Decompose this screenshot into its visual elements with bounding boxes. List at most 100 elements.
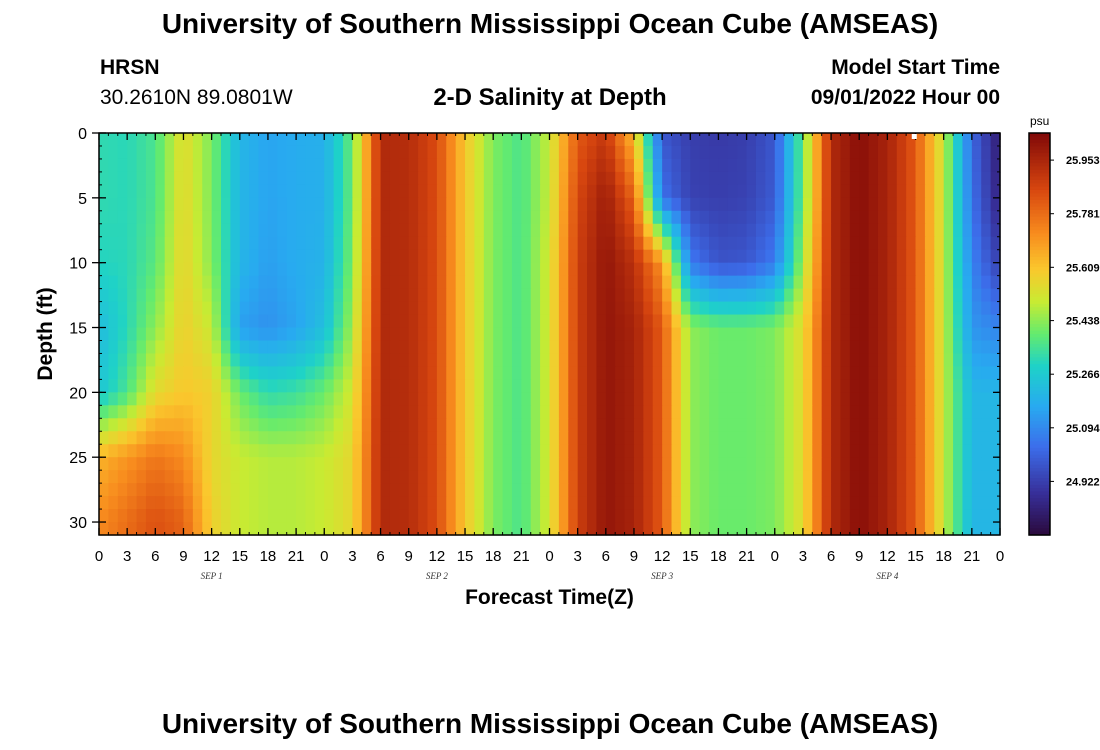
heatmap-cell [587,353,598,368]
heatmap-cell [249,353,260,368]
heatmap-cell [267,236,278,251]
heatmap-cell [934,327,945,342]
heatmap-cell [605,470,616,484]
heatmap-cell [174,405,185,419]
heatmap-cell [990,509,1001,523]
heatmap-cell [418,145,429,160]
heatmap-cell [643,379,654,393]
heatmap-cell [755,496,766,510]
heatmap-cell [230,133,241,147]
heatmap-cell [202,353,213,368]
heatmap-cell [605,158,616,173]
heatmap-cell [155,340,166,355]
heatmap-cell [981,405,992,419]
heatmap-cell [924,444,935,458]
heatmap-cell [605,483,616,497]
heatmap-cell [446,379,457,393]
heatmap-cell [380,158,391,173]
heatmap-cell [802,327,813,342]
heatmap-cell [577,249,588,264]
heatmap-cell [511,366,522,380]
heatmap-cell [849,171,860,186]
heatmap-cell [249,418,260,432]
heatmap-cell [202,197,213,212]
heatmap-cell [183,457,194,471]
heatmap-cell [727,197,738,212]
heatmap-cell [568,457,579,471]
heatmap-cell [249,133,260,147]
heatmap-cell [380,262,391,277]
heatmap-cell [117,158,128,173]
colorbar-segment [1029,243,1050,248]
heatmap-cell [849,133,860,147]
heatmap-cell [277,392,288,406]
heatmap-cell [211,275,222,290]
heatmap-cell [624,522,635,536]
heatmap-cell [230,314,241,329]
colorbar-segment [1029,253,1050,258]
heatmap-cell [155,262,166,277]
heatmap-cell [408,353,419,368]
heatmap-cell [145,223,156,238]
heatmap-cell [577,158,588,173]
heatmap-cell [314,353,325,368]
heatmap-cell [924,262,935,277]
heatmap-cell [192,405,203,419]
heatmap-cell [624,249,635,264]
colorbar-segment [1029,149,1050,154]
heatmap-cell [511,457,522,471]
heatmap-cell [887,470,898,484]
heatmap-cell [596,249,607,264]
heatmap-cell [671,522,682,536]
heatmap-cell [709,288,720,303]
heatmap-cell [333,522,344,536]
heatmap-cell [737,405,748,419]
heatmap-cell [436,431,447,445]
heatmap-cell [793,275,804,290]
heatmap-cell [521,184,532,199]
heatmap-cell [915,522,926,536]
heatmap-cell [239,171,250,186]
heatmap-cell [483,379,494,393]
heatmap-cell [108,275,119,290]
heatmap-cell [258,405,269,419]
heatmap-cell [596,314,607,329]
heatmap-cell [896,418,907,432]
heatmap-cell [267,379,278,393]
heatmap-cell [267,184,278,199]
colorbar-segment [1029,293,1050,298]
heatmap-cell [465,431,476,445]
heatmap-cell [699,340,710,355]
heatmap-cell [953,210,964,225]
colorbar-segment [1029,518,1050,523]
heatmap-cell [615,379,626,393]
heatmap-cell [831,275,842,290]
colorbar-frame [1028,132,1051,536]
heatmap-cell [361,522,372,536]
heatmap-cell [690,314,701,329]
heatmap-cell [493,379,504,393]
heatmap-cell [117,470,128,484]
heatmap-cell [305,314,316,329]
heatmap-cell [615,223,626,238]
heatmap-cell [427,236,438,251]
heatmap-cell [399,314,410,329]
heatmap-cell [577,353,588,368]
colorbar-segment [1029,417,1050,422]
heatmap-cell [483,457,494,471]
heatmap-cell [324,184,335,199]
heatmap-cell [286,496,297,510]
heatmap-cell [727,210,738,225]
colorbar-segment [1029,464,1050,469]
heatmap-cell [849,223,860,238]
heatmap-cell [953,457,964,471]
heatmap-cell [784,431,795,445]
heatmap-cell [333,223,344,238]
heatmap-cell [511,262,522,277]
heatmap-cell [192,288,203,303]
heatmap-cell [286,171,297,186]
heatmap-cell [221,353,231,368]
heatmap-cell [483,353,494,368]
heatmap-cell [108,366,119,380]
heatmap-cell [549,470,560,484]
